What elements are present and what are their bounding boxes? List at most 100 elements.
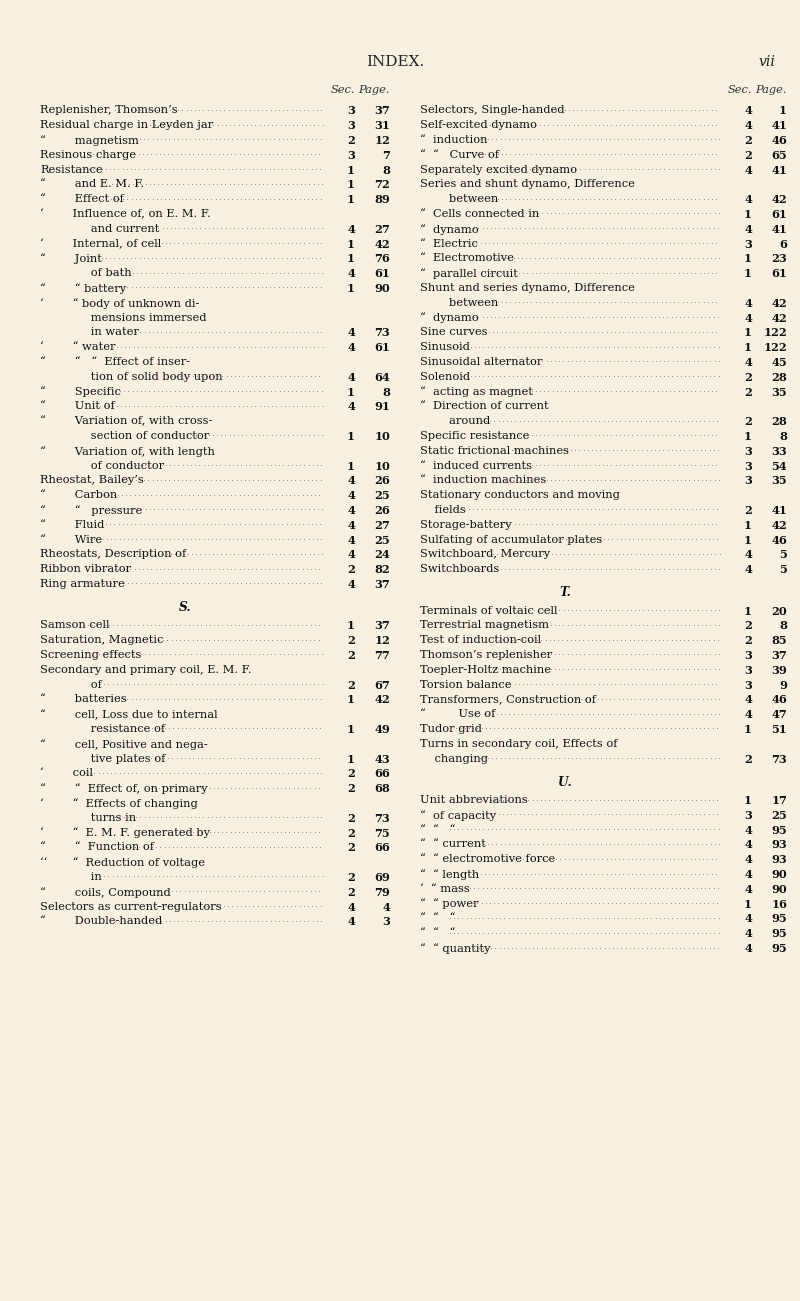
Text: 25: 25 — [771, 809, 787, 821]
Text: Unit abbreviations: Unit abbreviations — [420, 795, 528, 805]
Text: 41: 41 — [771, 120, 787, 131]
Text: 9: 9 — [779, 679, 787, 691]
Text: 90: 90 — [374, 282, 390, 294]
Text: Resistance: Resistance — [40, 164, 102, 174]
Text: mensions immersed: mensions immersed — [40, 312, 206, 323]
Text: “        Double-handed: “ Double-handed — [40, 916, 162, 926]
Text: 35: 35 — [771, 475, 787, 487]
Text: in water: in water — [40, 328, 139, 337]
Text: “  “ quantity: “ “ quantity — [420, 943, 490, 954]
Text: ‘  “ mass: ‘ “ mass — [420, 883, 470, 894]
Text: 122: 122 — [763, 328, 787, 338]
Text: 2: 2 — [744, 416, 752, 427]
Text: 4: 4 — [744, 224, 752, 234]
Text: 4: 4 — [744, 105, 752, 116]
Text: 1: 1 — [744, 795, 752, 807]
Text: ‘        “ water: ‘ “ water — [40, 342, 115, 353]
Text: 23: 23 — [771, 254, 787, 264]
Text: Samson cell: Samson cell — [40, 621, 110, 631]
Text: 95: 95 — [771, 928, 787, 939]
Text: 2: 2 — [744, 505, 752, 516]
Text: 42: 42 — [771, 194, 787, 206]
Text: Static frictional machines: Static frictional machines — [420, 446, 569, 455]
Text: “        “  Function of: “ “ Function of — [40, 842, 154, 852]
Text: 27: 27 — [374, 224, 390, 234]
Text: 76: 76 — [374, 254, 390, 264]
Text: 3: 3 — [744, 238, 752, 250]
Text: Series and shunt dynamo, Difference: Series and shunt dynamo, Difference — [420, 180, 635, 190]
Text: “        Specific: “ Specific — [40, 386, 121, 397]
Text: 61: 61 — [374, 342, 390, 353]
Text: “  “   “: “ “ “ — [420, 913, 455, 924]
Text: 2: 2 — [347, 783, 355, 794]
Text: “        Carbon: “ Carbon — [40, 490, 118, 500]
Text: 1: 1 — [744, 342, 752, 353]
Text: 4: 4 — [347, 328, 355, 338]
Text: changing: changing — [420, 753, 488, 764]
Text: 28: 28 — [771, 372, 787, 382]
Text: 6: 6 — [779, 238, 787, 250]
Text: 37: 37 — [771, 650, 787, 661]
Text: of: of — [40, 679, 102, 690]
Text: 4: 4 — [347, 916, 355, 928]
Text: 4: 4 — [347, 224, 355, 234]
Text: 1: 1 — [347, 282, 355, 294]
Text: 68: 68 — [374, 783, 390, 794]
Text: 25: 25 — [374, 490, 390, 501]
Text: ‘        “  Effects of changing: ‘ “ Effects of changing — [40, 798, 198, 809]
Text: 4: 4 — [744, 549, 752, 561]
Text: “        cell, Positive and nega-: “ cell, Positive and nega- — [40, 739, 208, 749]
Text: 67: 67 — [374, 679, 390, 691]
Text: 27: 27 — [374, 519, 390, 531]
Text: 2: 2 — [744, 135, 752, 146]
Text: Selectors as current-regulators: Selectors as current-regulators — [40, 902, 222, 912]
Text: 85: 85 — [771, 635, 787, 647]
Text: ‘        Influence of, on E. M. F.: ‘ Influence of, on E. M. F. — [40, 209, 210, 220]
Text: 91: 91 — [374, 401, 390, 412]
Text: “  “ length: “ “ length — [420, 869, 479, 879]
Text: 4: 4 — [347, 902, 355, 912]
Text: 82: 82 — [374, 565, 390, 575]
Text: 31: 31 — [374, 120, 390, 131]
Text: 8: 8 — [382, 386, 390, 398]
Text: 1: 1 — [744, 431, 752, 442]
Text: “        Fluid: “ Fluid — [40, 519, 104, 530]
Text: tion of solid body upon: tion of solid body upon — [40, 372, 222, 381]
Text: ‘        coil: ‘ coil — [40, 769, 93, 778]
Text: Solenoid: Solenoid — [420, 372, 470, 381]
Text: 4: 4 — [744, 855, 752, 865]
Text: 37: 37 — [374, 105, 390, 116]
Text: 3: 3 — [744, 475, 752, 487]
Text: “  acting as magnet: “ acting as magnet — [420, 386, 533, 397]
Text: “        “   “  Effect of inser-: “ “ “ Effect of inser- — [40, 356, 190, 367]
Text: 2: 2 — [744, 621, 752, 631]
Text: 4: 4 — [347, 401, 355, 412]
Text: 8: 8 — [382, 164, 390, 176]
Text: 4: 4 — [744, 943, 752, 954]
Text: “        “   pressure: “ “ pressure — [40, 505, 142, 515]
Text: Separately excited dynamo: Separately excited dynamo — [420, 164, 577, 174]
Text: 93: 93 — [771, 855, 787, 865]
Text: 2: 2 — [744, 635, 752, 647]
Text: S.: S. — [178, 601, 191, 614]
Text: “  dynamo: “ dynamo — [420, 312, 478, 324]
Text: 2: 2 — [744, 386, 752, 398]
Text: of conductor: of conductor — [40, 461, 164, 471]
Text: Saturation, Magnetic: Saturation, Magnetic — [40, 635, 163, 645]
Text: “        Joint: “ Joint — [40, 254, 102, 264]
Text: “        cell, Loss due to internal: “ cell, Loss due to internal — [40, 709, 218, 719]
Text: 1: 1 — [347, 238, 355, 250]
Text: 4: 4 — [347, 475, 355, 487]
Text: ‘        “  E. M. F. generated by: ‘ “ E. M. F. generated by — [40, 827, 210, 838]
Text: 4: 4 — [347, 342, 355, 353]
Text: 1: 1 — [347, 164, 355, 176]
Text: 35: 35 — [771, 386, 787, 398]
Text: Sec.: Sec. — [330, 85, 355, 95]
Text: 42: 42 — [771, 312, 787, 324]
Text: 4: 4 — [347, 505, 355, 516]
Text: 7: 7 — [382, 150, 390, 161]
Text: Ring armature: Ring armature — [40, 579, 125, 589]
Text: 3: 3 — [744, 446, 752, 457]
Text: 1: 1 — [744, 328, 752, 338]
Text: “         Use of: “ Use of — [420, 709, 495, 719]
